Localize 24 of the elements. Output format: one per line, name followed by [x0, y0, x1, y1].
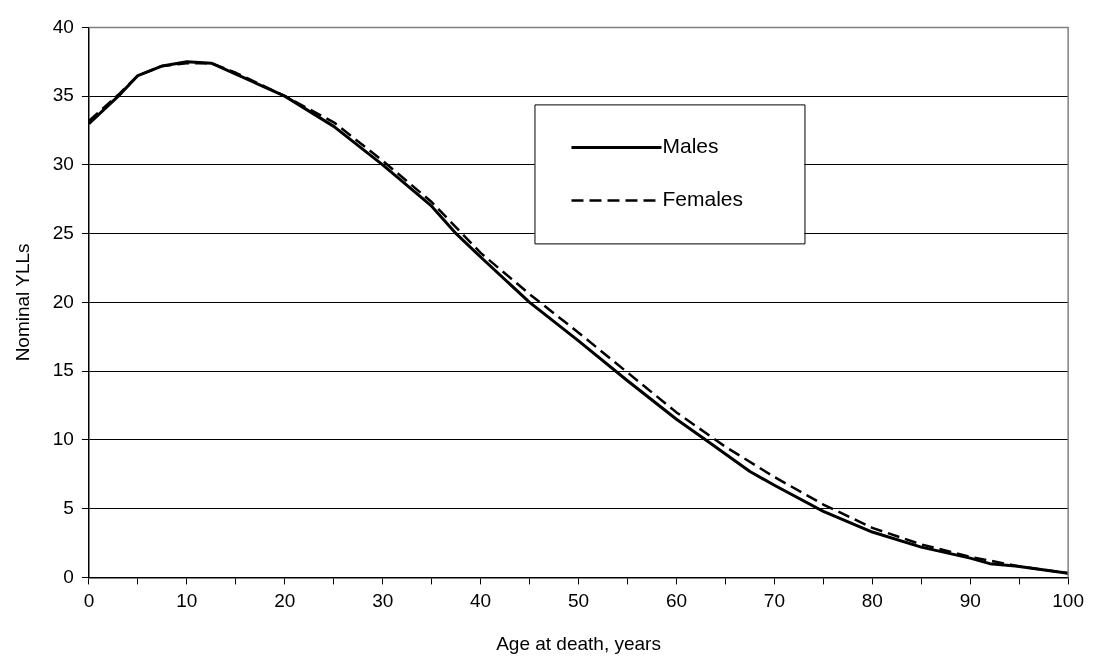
- y-tick-label: 10: [52, 428, 74, 450]
- x-axis-title: Age at death, years: [496, 632, 661, 654]
- y-tick-label: 15: [52, 359, 74, 381]
- y-tick-label: 0: [63, 565, 74, 587]
- y-tick-label: 30: [52, 153, 74, 175]
- legend-label: Males: [662, 134, 719, 158]
- y-tick-label: 5: [63, 496, 74, 518]
- x-tick-label: 60: [665, 590, 688, 612]
- x-tick-label: 20: [274, 590, 296, 612]
- x-tick-label: 30: [372, 590, 394, 612]
- x-tick-label: 40: [470, 590, 492, 612]
- x-tick-label: 70: [763, 590, 785, 612]
- x-tick-label: 10: [176, 590, 198, 612]
- legend-label: Females: [662, 187, 744, 211]
- y-tick-label: 40: [52, 15, 74, 37]
- x-tick-label: 100: [1052, 590, 1084, 612]
- y-tick-label: 20: [52, 290, 74, 312]
- y-tick-label: 25: [52, 221, 74, 243]
- x-tick-label: 80: [861, 590, 883, 612]
- y-tick-label: 35: [52, 84, 74, 106]
- x-tick-label: 50: [567, 590, 590, 612]
- y-axis-title: Nominal YLLs: [11, 243, 33, 362]
- x-tick-label: 0: [83, 590, 95, 612]
- x-tick-label: 90: [959, 590, 981, 612]
